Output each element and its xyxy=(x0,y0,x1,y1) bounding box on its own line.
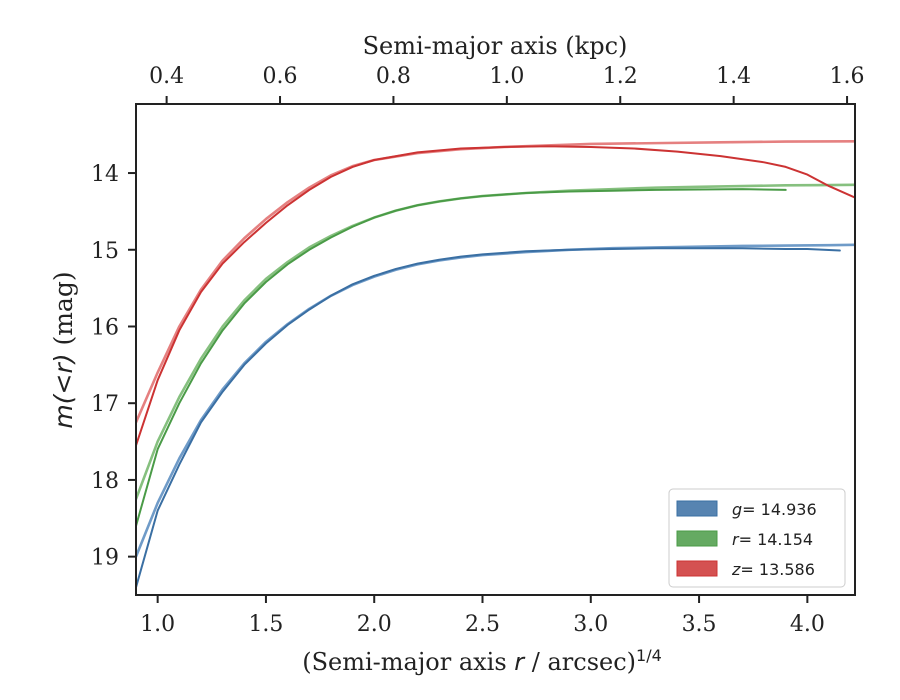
axes-frame xyxy=(135,103,856,596)
series-r-line xyxy=(136,188,787,527)
x-tick-label: 4.0 xyxy=(790,612,825,637)
y-tick-label: 15 xyxy=(91,239,119,264)
legend-label-r: r= 14.154 xyxy=(732,530,813,549)
x-axis-title-exponent: 1/4 xyxy=(636,646,662,665)
top-tick-label: 0.8 xyxy=(376,64,411,89)
top-tick-label: 0.4 xyxy=(149,64,184,89)
x-tick-label: 2.0 xyxy=(357,612,392,637)
legend-label-z: z= 13.586 xyxy=(731,560,815,579)
legend-label-g: g= 14.936 xyxy=(732,500,817,519)
x-axis-title: (Semi-major axis r / arcsec)1/4 xyxy=(302,646,662,677)
y-tick-label: 19 xyxy=(91,546,119,571)
x-tick-label: 3.0 xyxy=(573,612,608,637)
top-axis-title: Semi-major axis (kpc) xyxy=(363,32,628,60)
legend-series-name: g xyxy=(732,500,742,519)
top-tick-label: 1.0 xyxy=(489,64,524,89)
series-z-model-line xyxy=(136,139,855,424)
y-axis-title: m(<r) (mag) xyxy=(49,271,78,428)
legend-series-value: = 14.936 xyxy=(742,500,816,519)
x-axis-title-prefix: (Semi-major axis xyxy=(302,648,514,676)
y-tick-label: 14 xyxy=(91,162,119,187)
series-r-model-line xyxy=(136,183,855,501)
plot-area xyxy=(135,103,856,596)
x-tick-label: 1.5 xyxy=(248,612,283,637)
legend-swatch-g xyxy=(676,500,718,517)
legend-swatch-z xyxy=(676,560,718,577)
x-tick-label: 3.5 xyxy=(682,612,717,637)
top-tick-label: 0.6 xyxy=(263,64,298,89)
ticks-layer: 1.0 1.5 2.0 2.5 3.0 3.5 4.0 0.4 0.6 0.8 1.0 1.2 1.4 1… xyxy=(91,64,865,637)
x-axis-title-suffix: / arcsec) xyxy=(524,648,636,676)
y-axis-title-m: m xyxy=(49,404,78,428)
legend-series-value: = 13.586 xyxy=(740,560,814,579)
legend-series-value: = 14.154 xyxy=(739,530,813,549)
y-tick-label: 16 xyxy=(91,315,119,340)
y-tick-label: 18 xyxy=(91,469,119,494)
y-tick-label: 17 xyxy=(91,392,119,417)
legend-series-name: r xyxy=(732,530,740,549)
x-axis-title-r: r xyxy=(514,648,526,676)
legend-swatch-r xyxy=(676,530,718,547)
top-tick-label: 1.2 xyxy=(603,64,638,89)
series-g-line xyxy=(136,247,841,589)
legend-series-name: z xyxy=(731,560,741,579)
series-layer xyxy=(136,139,855,589)
top-tick-label: 1.4 xyxy=(716,64,751,89)
top-tick-label: 1.6 xyxy=(830,64,865,89)
y-axis-title-unit: (mag) xyxy=(49,271,78,353)
x-tick-label: 1.0 xyxy=(140,612,175,637)
y-axis-title-args: (<r) xyxy=(49,353,78,404)
series-z-line xyxy=(136,145,855,447)
x-tick-label: 2.5 xyxy=(465,612,500,637)
